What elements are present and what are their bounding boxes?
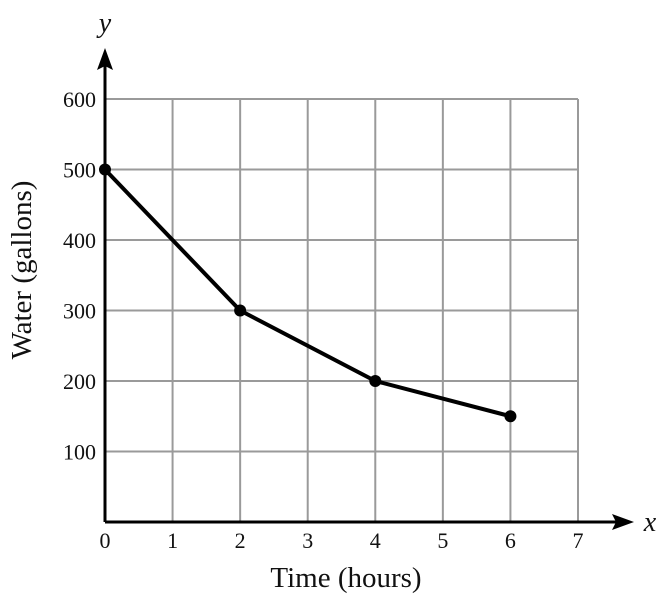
y-tick-labels: 100 200 300 400 500 600 [63,87,96,465]
data-point [234,304,247,317]
x-axis-arrow [612,514,634,530]
x-tick-label: 5 [437,528,448,553]
y-axis-arrow [97,48,113,70]
y-tick-label: 600 [63,87,96,112]
y-tick-label: 300 [63,299,96,324]
x-tick-label: 0 [100,528,111,553]
x-axis-variable: x [643,507,657,538]
x-tick-label: 2 [235,528,246,553]
series-line [103,168,511,419]
x-tick-label: 3 [302,528,313,553]
x-axis-label: Time (hours) [270,562,421,594]
series-group [99,163,517,423]
y-tick-label: 400 [63,228,96,253]
x-tick-label: 1 [167,528,178,553]
axes [97,48,634,530]
y-axis-variable: y [96,8,112,39]
y-tick-label: 200 [63,369,96,394]
grid [105,98,579,522]
x-tick-label: 6 [505,528,516,553]
data-point [369,375,382,387]
y-tick-label: 100 [63,440,96,465]
x-tick-label: 4 [370,528,381,553]
x-tick-labels: 0 1 2 3 4 5 6 7 [100,528,584,553]
y-axis-label: Water (gallons) [6,181,38,360]
data-point [504,410,517,423]
y-tick-label: 500 [63,158,96,183]
x-tick-label: 7 [573,528,584,553]
data-point [99,163,111,176]
